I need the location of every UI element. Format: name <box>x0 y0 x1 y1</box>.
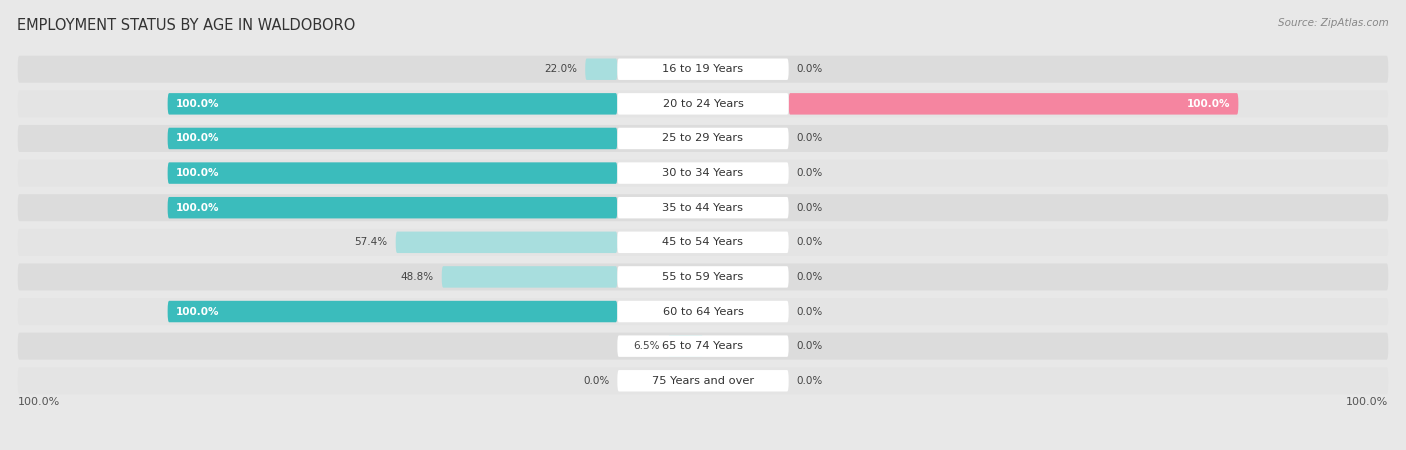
FancyBboxPatch shape <box>617 335 789 357</box>
FancyBboxPatch shape <box>18 333 1388 360</box>
Text: 0.0%: 0.0% <box>797 202 823 213</box>
FancyBboxPatch shape <box>18 56 1388 83</box>
Text: Source: ZipAtlas.com: Source: ZipAtlas.com <box>1278 18 1389 28</box>
FancyBboxPatch shape <box>617 232 789 253</box>
FancyBboxPatch shape <box>18 298 1388 325</box>
Text: EMPLOYMENT STATUS BY AGE IN WALDOBORO: EMPLOYMENT STATUS BY AGE IN WALDOBORO <box>17 18 356 33</box>
Text: 100.0%: 100.0% <box>176 134 219 144</box>
FancyBboxPatch shape <box>617 58 789 80</box>
Text: 0.0%: 0.0% <box>583 376 609 386</box>
FancyBboxPatch shape <box>167 128 617 149</box>
FancyBboxPatch shape <box>789 93 1239 115</box>
FancyBboxPatch shape <box>18 194 1388 221</box>
Text: 16 to 19 Years: 16 to 19 Years <box>662 64 744 74</box>
Text: 100.0%: 100.0% <box>1187 99 1230 109</box>
FancyBboxPatch shape <box>395 232 617 253</box>
FancyBboxPatch shape <box>617 197 789 218</box>
Text: 35 to 44 Years: 35 to 44 Years <box>662 202 744 213</box>
FancyBboxPatch shape <box>617 370 789 392</box>
Text: 55 to 59 Years: 55 to 59 Years <box>662 272 744 282</box>
Text: 100.0%: 100.0% <box>176 202 219 213</box>
Text: 0.0%: 0.0% <box>797 272 823 282</box>
FancyBboxPatch shape <box>18 160 1388 187</box>
Text: 57.4%: 57.4% <box>354 237 388 248</box>
FancyBboxPatch shape <box>18 263 1388 290</box>
Text: 75 Years and over: 75 Years and over <box>652 376 754 386</box>
Text: 0.0%: 0.0% <box>797 376 823 386</box>
FancyBboxPatch shape <box>668 335 703 357</box>
FancyBboxPatch shape <box>617 301 789 322</box>
Text: 100.0%: 100.0% <box>176 99 219 109</box>
Text: 100.0%: 100.0% <box>1346 397 1388 407</box>
Text: 45 to 54 Years: 45 to 54 Years <box>662 237 744 248</box>
FancyBboxPatch shape <box>617 162 789 184</box>
FancyBboxPatch shape <box>167 162 617 184</box>
Text: 0.0%: 0.0% <box>797 168 823 178</box>
Text: 30 to 34 Years: 30 to 34 Years <box>662 168 744 178</box>
Text: 100.0%: 100.0% <box>176 168 219 178</box>
FancyBboxPatch shape <box>617 93 789 115</box>
Text: 0.0%: 0.0% <box>797 341 823 351</box>
Text: 0.0%: 0.0% <box>797 134 823 144</box>
Text: 0.0%: 0.0% <box>797 237 823 248</box>
Text: 0.0%: 0.0% <box>797 306 823 316</box>
Text: 65 to 74 Years: 65 to 74 Years <box>662 341 744 351</box>
FancyBboxPatch shape <box>617 128 789 149</box>
Text: 60 to 64 Years: 60 to 64 Years <box>662 306 744 316</box>
FancyBboxPatch shape <box>167 301 617 322</box>
Text: 0.0%: 0.0% <box>797 64 823 74</box>
Text: 100.0%: 100.0% <box>18 397 60 407</box>
FancyBboxPatch shape <box>441 266 617 288</box>
Text: 48.8%: 48.8% <box>401 272 433 282</box>
FancyBboxPatch shape <box>617 266 789 288</box>
FancyBboxPatch shape <box>585 58 617 80</box>
Text: 20 to 24 Years: 20 to 24 Years <box>662 99 744 109</box>
Text: 25 to 29 Years: 25 to 29 Years <box>662 134 744 144</box>
FancyBboxPatch shape <box>167 93 617 115</box>
Text: 22.0%: 22.0% <box>544 64 578 74</box>
FancyBboxPatch shape <box>18 229 1388 256</box>
FancyBboxPatch shape <box>18 125 1388 152</box>
FancyBboxPatch shape <box>18 367 1388 394</box>
FancyBboxPatch shape <box>18 90 1388 117</box>
Text: 6.5%: 6.5% <box>634 341 661 351</box>
FancyBboxPatch shape <box>167 197 617 218</box>
Text: 100.0%: 100.0% <box>176 306 219 316</box>
